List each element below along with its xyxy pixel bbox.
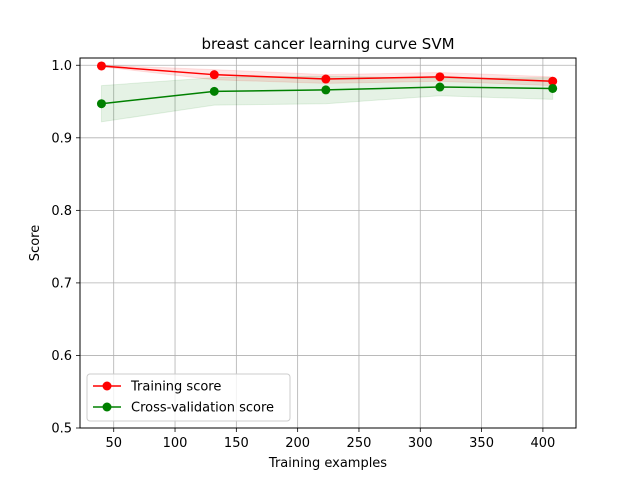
x-tick-label: 150 xyxy=(224,436,249,451)
y-tick-label: 0.9 xyxy=(51,131,72,146)
y-tick-label: 1.0 xyxy=(51,59,72,74)
x-tick-label: 300 xyxy=(408,436,433,451)
x-axis-ticks: 50 100 150 200 250 300 350 400 xyxy=(105,428,555,451)
series-points xyxy=(96,61,558,109)
y-tick-label: 0.5 xyxy=(51,422,72,437)
legend-label-1: Cross-validation score xyxy=(131,401,274,416)
series-1-point xyxy=(96,99,106,109)
y-axis-ticks: 0.5 0.6 0.7 0.8 0.9 1.0 xyxy=(51,59,80,437)
x-tick-label: 350 xyxy=(469,436,494,451)
series-0-point xyxy=(548,76,558,86)
y-tick-label: 0.7 xyxy=(51,276,72,291)
x-tick-label: 400 xyxy=(530,436,555,451)
series-1-point xyxy=(321,85,331,95)
x-tick-label: 100 xyxy=(163,436,188,451)
series-1-point xyxy=(209,86,219,96)
y-axis-label: Score xyxy=(28,225,43,261)
y-tick-label: 0.8 xyxy=(51,204,72,219)
plot-frame xyxy=(79,57,577,429)
series-1-point xyxy=(548,83,558,93)
legend: Training score Cross-validation score xyxy=(86,373,291,422)
x-tick-label: 200 xyxy=(285,436,310,451)
chart-title: breast cancer learning curve SVM xyxy=(201,35,454,53)
series-0-point xyxy=(96,61,106,71)
x-axis-label: Training examples xyxy=(268,456,387,471)
legend-label-0: Training score xyxy=(130,380,221,395)
legend-marker-0 xyxy=(102,381,112,391)
legend-box xyxy=(86,373,291,422)
legend-marker-1 xyxy=(102,402,112,412)
y-tick-label: 0.6 xyxy=(51,349,72,364)
series-0-point xyxy=(209,70,219,80)
series-1-point xyxy=(435,82,445,92)
series-0-point xyxy=(435,72,445,82)
x-tick-label: 250 xyxy=(347,436,372,451)
series-0-point xyxy=(321,74,331,84)
x-tick-label: 50 xyxy=(105,436,122,451)
